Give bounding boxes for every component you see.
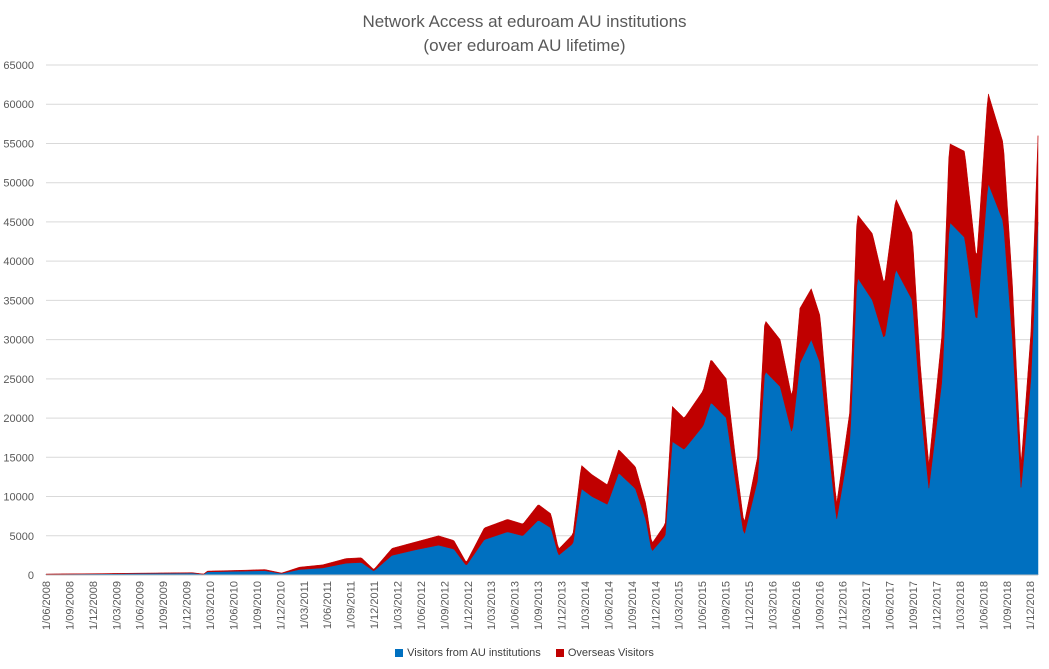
x-tick-label: 1/03/2009 xyxy=(111,581,123,630)
x-tick-label: 1/06/2018 xyxy=(978,581,990,630)
x-tick-label: 1/12/2017 xyxy=(932,581,944,630)
y-tick-label: 10000 xyxy=(3,492,34,504)
legend-swatch-au xyxy=(395,649,404,658)
x-tick-label: 1/09/2015 xyxy=(721,581,733,630)
y-tick-label: 20000 xyxy=(3,413,34,425)
y-tick-label: 65000 xyxy=(3,60,34,72)
x-tick-label: 1/06/2010 xyxy=(229,581,241,630)
legend-label-overseas: Overseas Visitors xyxy=(567,647,654,659)
legend-swatch-overseas xyxy=(555,649,564,658)
series-area-1 xyxy=(45,93,1039,575)
chart-title: Network Access at eduroam AU institution… xyxy=(362,12,687,31)
x-tick-label: 1/06/2013 xyxy=(510,581,522,630)
y-tick-label: 15000 xyxy=(3,452,34,464)
x-tick-label: 1/09/2014 xyxy=(627,581,639,630)
x-tick-label: 1/09/2009 xyxy=(158,581,170,630)
y-tick-label: 60000 xyxy=(3,99,34,111)
y-tick-label: 25000 xyxy=(3,374,34,386)
y-tick-label: 45000 xyxy=(3,217,34,229)
y-tick-label: 40000 xyxy=(3,256,34,268)
x-tick-label: 1/03/2011 xyxy=(299,581,311,629)
legend-label-au: Visitors from AU institutions xyxy=(407,647,541,659)
x-tick-label: 1/12/2016 xyxy=(838,581,850,630)
legend: Visitors from AU institutions Overseas V… xyxy=(0,647,1049,659)
x-tick-label: 1/12/2013 xyxy=(557,581,569,630)
x-tick-label: 1/03/2017 xyxy=(861,581,873,630)
x-tick-label: 1/06/2008 xyxy=(41,581,53,630)
y-tick-label: 50000 xyxy=(3,178,34,190)
x-tick-label: 1/12/2010 xyxy=(275,581,287,630)
x-tick-label: 1/12/2014 xyxy=(650,581,662,630)
x-tick-label: 1/12/2011 xyxy=(369,581,381,629)
x-tick-label: 1/09/2010 xyxy=(252,581,264,630)
x-tick-label: 1/09/2013 xyxy=(533,581,545,630)
legend-item-overseas: Overseas Visitors xyxy=(555,647,654,659)
x-tick-label: 1/09/2018 xyxy=(1002,581,1014,630)
x-tick-label: 1/12/2015 xyxy=(744,581,756,630)
chart-subtitle: (over eduroam AU lifetime) xyxy=(423,36,626,55)
x-tick-label: 1/03/2013 xyxy=(486,581,498,630)
x-tick-label: 1/09/2011 xyxy=(346,581,358,629)
x-tick-label: 1/06/2015 xyxy=(697,581,709,630)
x-tick-label: 1/03/2015 xyxy=(674,581,686,630)
x-tick-label: 1/09/2017 xyxy=(908,581,920,630)
x-tick-label: 1/06/2014 xyxy=(603,581,615,630)
x-tick-label: 1/06/2017 xyxy=(885,581,897,630)
x-tick-label: 1/06/2016 xyxy=(791,581,803,630)
x-tick-label: 1/06/2011 xyxy=(322,581,334,629)
x-tick-label: 1/12/2018 xyxy=(1025,581,1037,630)
x-tick-label: 1/06/2009 xyxy=(135,581,147,630)
x-tick-label: 1/09/2012 xyxy=(439,581,451,630)
x-tick-label: 1/09/2008 xyxy=(64,581,76,630)
y-tick-label: 35000 xyxy=(3,295,34,307)
x-tick-label: 1/09/2016 xyxy=(814,581,826,630)
y-tick-label: 0 xyxy=(28,570,34,582)
x-tick-label: 1/03/2012 xyxy=(393,581,405,630)
x-tick-label: 1/03/2010 xyxy=(205,581,217,630)
x-tick-label: 1/12/2012 xyxy=(463,581,475,630)
y-tick-label: 5000 xyxy=(10,531,34,543)
y-tick-label: 30000 xyxy=(3,335,34,347)
x-tick-label: 1/12/2009 xyxy=(182,581,194,630)
y-tick-label: 55000 xyxy=(3,138,34,150)
x-tick-label: 1/06/2012 xyxy=(416,581,428,630)
x-tick-label: 1/12/2008 xyxy=(88,581,100,630)
x-tick-label: 1/03/2018 xyxy=(955,581,967,630)
x-tick-label: 1/03/2016 xyxy=(767,581,779,630)
x-tick-label: 1/03/2014 xyxy=(580,581,592,630)
legend-item-au: Visitors from AU institutions xyxy=(395,647,541,659)
